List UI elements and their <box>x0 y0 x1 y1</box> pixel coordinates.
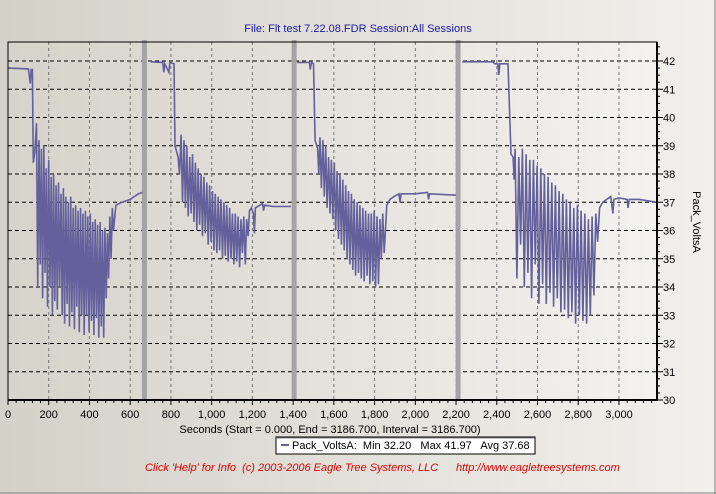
x-tick-label: 600 <box>121 409 139 421</box>
footer-help-text: Click 'Help' for Info (c) 2003-2006 Eagl… <box>145 462 438 474</box>
y-tick-label: 38 <box>663 169 675 181</box>
session-break-bar <box>455 40 461 400</box>
y-axis-label: Pack_VoltsA <box>690 191 702 253</box>
y-tick-label: 31 <box>663 367 675 379</box>
y-axis-ticks: 30 31 32 33 34 35 36 37 38 39 40 41 42 <box>657 46 675 407</box>
session-breaks <box>141 40 461 400</box>
session-break-bar <box>141 40 147 400</box>
y-tick-label: 39 <box>663 141 675 153</box>
x-axis-ticks: 0 200 400 600 800 1,000 1,200 1,400 1,600 1,800 2,… <box>5 400 653 421</box>
x-tick-label: 1,800 <box>361 409 389 421</box>
x-tick-label: 1,200 <box>239 409 267 421</box>
x-tick-label: 2,600 <box>524 409 552 421</box>
x-tick-label: 2,000 <box>402 409 430 421</box>
series-line-pack-voltsa <box>7 60 658 338</box>
y-tick-label: 37 <box>663 197 675 209</box>
y-tick-label: 40 <box>663 113 675 125</box>
chart-title: File: Flt test 7.22.08.FDR Session:All S… <box>244 23 472 35</box>
x-tick-label: 800 <box>162 409 180 421</box>
x-tick-label: 200 <box>40 409 58 421</box>
footer-url-link[interactable]: http://www.eagletreesystems.com <box>456 462 620 474</box>
y-tick-label: 35 <box>663 254 675 266</box>
x-tick-label: 2,400 <box>483 409 511 421</box>
x-tick-label: 0 <box>5 409 11 421</box>
x-tick-label: 3,000 <box>605 409 633 421</box>
session-break-bar <box>291 40 297 400</box>
x-tick-label: 1,600 <box>320 409 348 421</box>
y-tick-label: 33 <box>663 310 675 322</box>
x-tick-label: 2,800 <box>564 409 592 421</box>
y-tick-label: 30 <box>663 395 675 407</box>
x-tick-label: 400 <box>80 409 98 421</box>
legend: Pack_VoltsA: Min 32.20 Max 41.97 Avg 37.… <box>275 436 536 455</box>
y-tick-label: 34 <box>663 282 675 294</box>
legend-label: Pack_VoltsA: Min 32.20 Max 41.97 Avg 37.… <box>292 440 530 452</box>
y-tick-label: 32 <box>663 339 675 351</box>
x-axis-label: Seconds (Start = 0.000, End = 3186.700, … <box>179 424 480 436</box>
y-tick-label: 36 <box>663 226 675 238</box>
y-tick-label: 41 <box>663 84 675 96</box>
y-tick-label: 42 <box>663 56 675 68</box>
x-tick-label: 2,200 <box>442 409 470 421</box>
x-tick-label: 1,400 <box>279 409 307 421</box>
x-tick-label: 1,000 <box>198 409 226 421</box>
